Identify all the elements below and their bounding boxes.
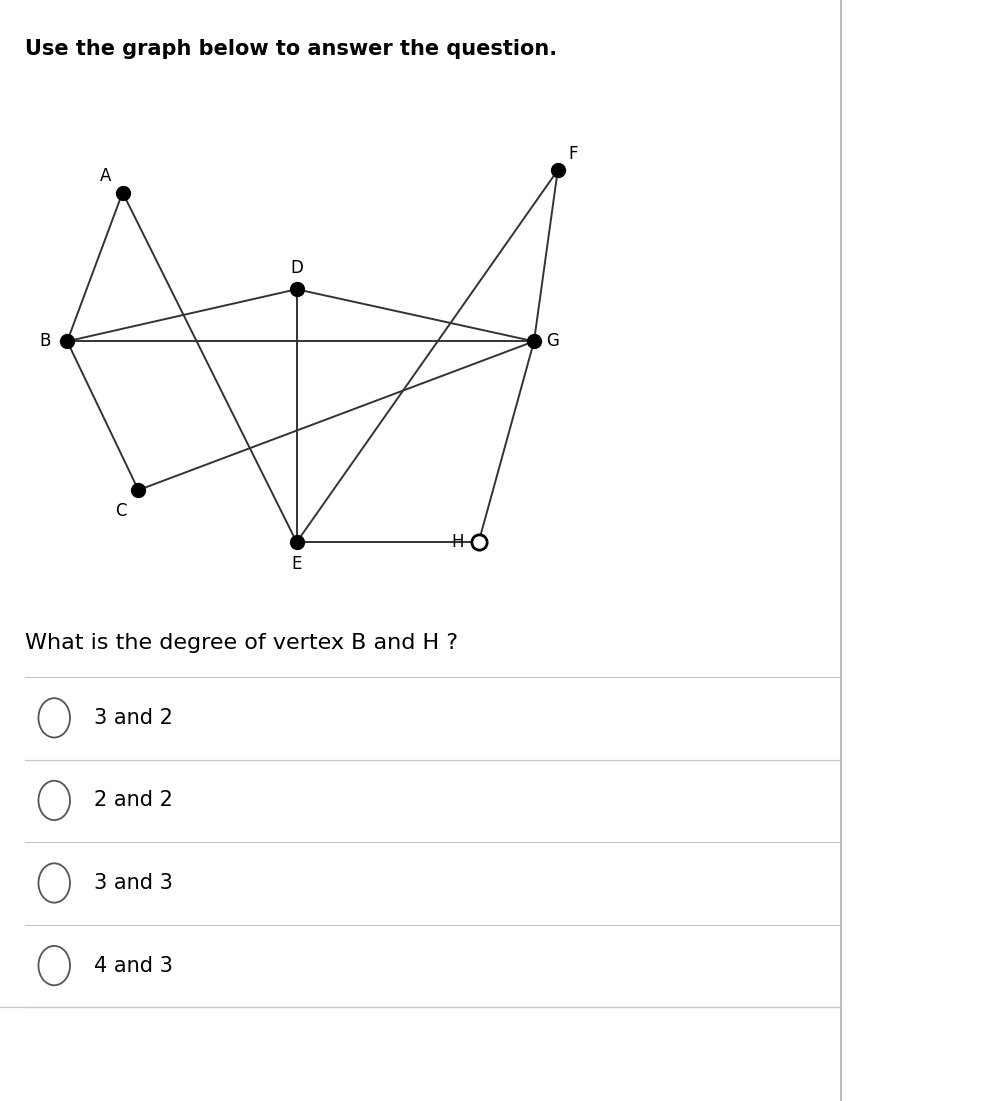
Text: B: B xyxy=(39,333,50,350)
Text: D: D xyxy=(290,260,303,277)
Text: Use the graph below to answer the question.: Use the graph below to answer the questi… xyxy=(25,39,557,58)
Text: A: A xyxy=(100,167,110,185)
Text: 3 and 3: 3 and 3 xyxy=(94,873,173,893)
Text: F: F xyxy=(569,145,579,163)
Text: H: H xyxy=(452,533,464,552)
Text: 4 and 3: 4 and 3 xyxy=(94,956,173,975)
Text: G: G xyxy=(546,333,559,350)
Text: C: C xyxy=(115,502,127,520)
Text: 2 and 2: 2 and 2 xyxy=(94,791,173,810)
Text: 3 and 2: 3 and 2 xyxy=(94,708,173,728)
Text: What is the degree of vertex B and H ?: What is the degree of vertex B and H ? xyxy=(25,633,458,653)
Text: E: E xyxy=(292,556,302,574)
